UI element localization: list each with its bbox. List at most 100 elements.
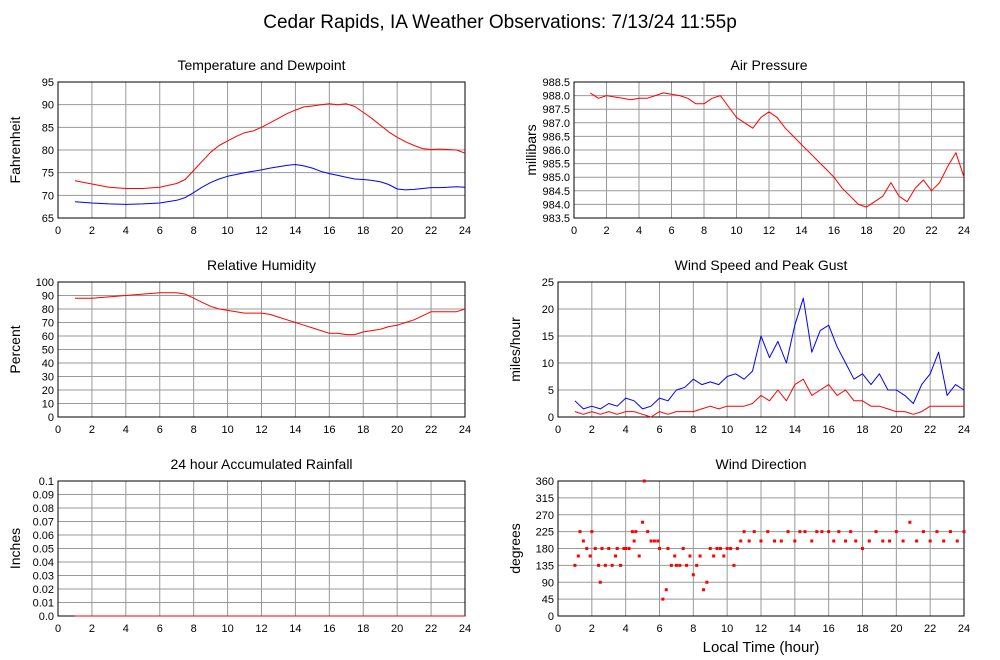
wind-x-tick-label: 14 (789, 424, 801, 436)
direction-point (656, 539, 660, 543)
direction-point (779, 539, 783, 543)
direction-y-tick-label: 315 (536, 493, 554, 505)
humidity-y-tick-label: 40 (42, 358, 54, 370)
pressure-x-tick-label: 8 (701, 225, 707, 237)
rain-y-tick-label: 0.01 (33, 598, 54, 610)
direction-y-tick-label: 0 (548, 611, 554, 623)
temp-x-tick-label: 18 (357, 225, 369, 237)
direction-point (827, 530, 831, 534)
humidity-x-tick-label: 8 (191, 424, 197, 436)
humidity-y-tick-label: 90 (42, 291, 54, 303)
humidity-x-tick-label: 22 (425, 424, 437, 436)
direction-point (729, 547, 733, 550)
rain-y-axis-label: Inches (7, 528, 23, 569)
direction-point (581, 539, 585, 543)
wind-x-tick-label: 6 (656, 424, 662, 436)
direction-point (615, 547, 619, 550)
pressure-x-tick-label: 12 (763, 225, 775, 237)
direction-point (962, 530, 966, 534)
direction-point (849, 530, 853, 534)
pressure-x-tick-label: 6 (668, 225, 674, 237)
direction-point (627, 547, 631, 550)
wind-x-tick-label: 2 (589, 424, 595, 436)
humidity-x-tick-label: 12 (255, 424, 267, 436)
direction-point (649, 539, 653, 543)
rain-x-tick-label: 16 (323, 623, 335, 635)
direction-point (942, 539, 946, 543)
direction-point (658, 547, 661, 550)
pressure-y-axis-label: millibars (523, 124, 539, 175)
direction-point (652, 539, 656, 543)
rain-y-tick-label: 0.03 (33, 571, 54, 583)
direction-x-tick-label: 12 (755, 623, 767, 635)
humidity-y-tick-label: 60 (42, 331, 54, 343)
direction-point (935, 530, 939, 534)
pressure-y-tick-label: 987.5 (542, 104, 570, 116)
rain-y-tick-label: 0.06 (33, 530, 54, 542)
direction-point (691, 573, 695, 577)
direction-point (793, 539, 797, 543)
direction-x-tick-label: 18 (856, 623, 868, 635)
humidity-x-tick-label: 18 (357, 424, 369, 436)
wind-x-tick-label: 22 (924, 424, 936, 436)
pressure-y-tick-label: 983.5 (542, 213, 570, 225)
pressure-x-tick-label: 10 (730, 225, 742, 237)
direction-x-tick-label: 10 (721, 623, 733, 635)
pressure-x-tick-label: 16 (828, 225, 840, 237)
direction-point (888, 539, 892, 543)
temp-x-tick-label: 12 (255, 225, 267, 237)
direction-point (881, 539, 885, 543)
direction-point (597, 563, 601, 567)
pressure-x-tick-label: 0 (571, 225, 577, 237)
direction-point (712, 554, 716, 558)
direction-point (632, 539, 636, 543)
direction-point (573, 563, 577, 567)
direction-y-tick-label: 90 (542, 577, 554, 589)
wind-y-tick-label: 10 (542, 358, 554, 370)
temp-y-tick-label: 70 (42, 190, 54, 202)
direction-x-tick-label: 24 (958, 623, 970, 635)
pressure-x-tick-label: 2 (603, 225, 609, 237)
direction-point (637, 554, 641, 558)
direction-point (624, 547, 628, 550)
rain-x-tick-label: 2 (89, 623, 95, 635)
direction-point (820, 530, 824, 534)
direction-x-tick-label: 2 (589, 623, 595, 635)
rain-y-tick-label: 0.1 (39, 476, 54, 488)
wind-y-axis-label: miles/hour (507, 317, 523, 382)
wind-y-tick-label: 15 (542, 331, 554, 343)
temp-plot-frame (57, 81, 466, 219)
direction-point (948, 530, 952, 534)
direction-point (815, 530, 819, 534)
direction-point (735, 547, 739, 550)
humidity-x-tick-label: 24 (459, 424, 471, 436)
direction-y-tick-label: 180 (536, 544, 554, 556)
direction-point (742, 530, 746, 534)
humidity-chart-title: Relative Humidity (207, 257, 316, 273)
direction-point (607, 547, 611, 550)
direction-x-tick-label: 16 (823, 623, 835, 635)
humidity-x-tick-label: 2 (89, 424, 95, 436)
direction-point (634, 530, 638, 534)
rain-x-tick-label: 22 (425, 623, 437, 635)
humidity-y-tick-label: 50 (42, 345, 54, 357)
direction-point (722, 554, 726, 558)
rain-y-tick-label: 0.0 (39, 611, 54, 623)
temp-chart: 0 2 4 6 8 10 12 14 16 18 20 22 2465707580859095Tempe… (7, 57, 471, 237)
direction-plot-frame (557, 480, 965, 617)
humidity-plot-frame (57, 281, 466, 418)
temp-x-tick-label: 10 (221, 225, 233, 237)
rain-x-tick-label: 0 (55, 623, 61, 635)
direction-point (766, 530, 770, 534)
direction-point (593, 547, 597, 550)
humidity-x-tick-label: 10 (221, 424, 233, 436)
direction-point (718, 547, 722, 550)
direction-point (664, 588, 668, 592)
direction-point (578, 530, 582, 534)
temp-y-axis-label: Fahrenheit (7, 116, 23, 183)
rain-x-tick-label: 10 (221, 623, 233, 635)
humidity-y-tick-label: 100 (36, 277, 54, 289)
rain-y-tick-label: 0.02 (33, 584, 54, 596)
direction-point (854, 539, 858, 543)
